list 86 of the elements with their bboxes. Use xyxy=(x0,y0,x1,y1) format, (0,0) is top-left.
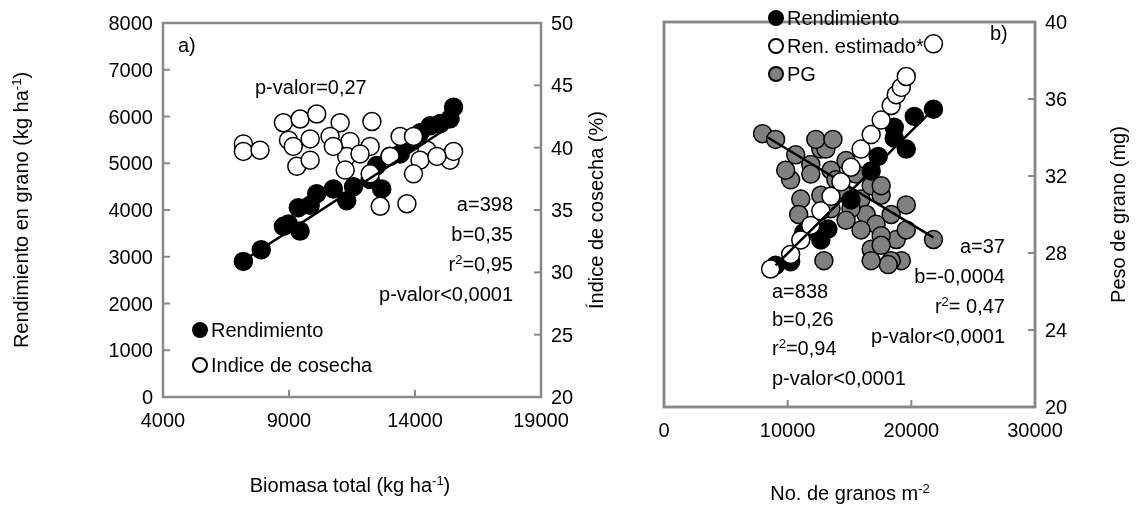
y2-tick-label: 35 xyxy=(551,199,574,221)
annotation: r$^{2}$= 0,47 xyxy=(934,293,1005,317)
point xyxy=(427,146,447,167)
point xyxy=(233,251,254,272)
annotation: a=37 xyxy=(959,235,1005,257)
y2-tick-label: 36 xyxy=(1045,88,1068,110)
point xyxy=(760,259,781,279)
point xyxy=(841,157,861,178)
x-tick-label: 14000 xyxy=(387,409,443,431)
y-tick-label: 7000 xyxy=(108,58,153,81)
y2-tick-label: 40 xyxy=(551,136,574,159)
y2-tick-label: 40 xyxy=(1045,11,1068,33)
x-tick-label: 30000 xyxy=(1007,419,1063,441)
y-tick-label: 4000 xyxy=(108,199,153,221)
legend-label: PG xyxy=(787,63,816,85)
point xyxy=(806,129,826,150)
annotation: p-valor=0,27 xyxy=(255,76,367,98)
point xyxy=(823,129,843,150)
x-tick-label: 4000 xyxy=(140,409,186,431)
annotation: p-valor<0,0001 xyxy=(379,283,513,305)
point xyxy=(831,172,851,192)
y-tick-label: 5000 xyxy=(108,152,153,175)
point xyxy=(923,229,944,250)
annotation: p-valor<0,0001 xyxy=(772,367,906,389)
point xyxy=(788,204,809,225)
point xyxy=(350,144,370,164)
legend-label: Rendimiento xyxy=(211,319,324,341)
legend-label: Rendimiento xyxy=(787,7,900,29)
point xyxy=(811,230,831,250)
annotation: a=838 xyxy=(772,280,829,302)
point xyxy=(821,186,841,207)
annotation: p-valor<0,0001 xyxy=(871,325,1005,347)
point xyxy=(836,210,856,231)
point xyxy=(801,164,821,184)
annotation: r$^{2}$=0,95 xyxy=(448,251,513,275)
y2-tick-label: 28 xyxy=(1045,242,1068,264)
point xyxy=(233,141,254,162)
point xyxy=(323,179,344,199)
annotation: b=0,26 xyxy=(772,308,834,330)
annotation: a) xyxy=(178,34,196,56)
x-axis-title: No. de granos m$^{-2}$ xyxy=(770,480,930,504)
point xyxy=(814,250,834,271)
y2-tick-label: 24 xyxy=(1045,319,1068,341)
y2-tick-label: 50 xyxy=(551,12,574,34)
y2-tick-label: 32 xyxy=(1045,165,1068,187)
y2-tick-label: 25 xyxy=(551,323,574,346)
point xyxy=(904,106,925,127)
y-tick-label: 6000 xyxy=(108,105,153,128)
point xyxy=(896,195,917,215)
point xyxy=(306,183,327,204)
annotation: a=398 xyxy=(456,193,513,215)
legend-label: Ren. estimado* xyxy=(787,35,924,57)
point xyxy=(871,175,891,196)
point xyxy=(896,66,917,87)
x-axis-title: Biomasa total (kg ha$^{-1}$) xyxy=(249,472,451,496)
y2-tick-label: 20 xyxy=(1045,396,1068,418)
y-tick-label: 8000 xyxy=(108,12,153,34)
x-tick-label: 20000 xyxy=(883,419,940,441)
annotation: b=0,35 xyxy=(451,223,513,245)
legend-label: Indice de cosecha xyxy=(211,354,374,376)
y2-tick-label: 20 xyxy=(551,386,574,408)
point xyxy=(861,250,881,271)
y2-axis-title: Peso de grano (mg) xyxy=(1107,126,1129,303)
y2-tick-label: 30 xyxy=(551,261,574,284)
point xyxy=(923,99,944,119)
point xyxy=(403,126,424,147)
y2-axis-title: Índice de cosecha (%) xyxy=(585,111,607,309)
point xyxy=(371,179,392,199)
annotation: b) xyxy=(990,22,1008,44)
x-tick-label: 10000 xyxy=(759,419,816,441)
y2-tick-label: 45 xyxy=(551,74,574,97)
point xyxy=(283,136,304,157)
annotation: r$^{2}$=0,94 xyxy=(772,335,837,359)
x-tick-label: 19000 xyxy=(513,409,569,431)
y-tick-label: 3000 xyxy=(108,245,153,268)
y-tick-label: 1000 xyxy=(108,339,153,362)
y-tick-label: 0 xyxy=(141,386,153,408)
annotation: b=-0,0004 xyxy=(914,265,1005,287)
x-tick-label: 0 xyxy=(658,419,670,441)
y-tick-label: 2000 xyxy=(108,292,153,315)
point xyxy=(775,160,796,180)
point xyxy=(896,139,917,159)
point xyxy=(871,235,891,256)
point xyxy=(851,220,871,240)
point xyxy=(443,97,464,117)
x-tick-label: 9000 xyxy=(266,409,312,431)
